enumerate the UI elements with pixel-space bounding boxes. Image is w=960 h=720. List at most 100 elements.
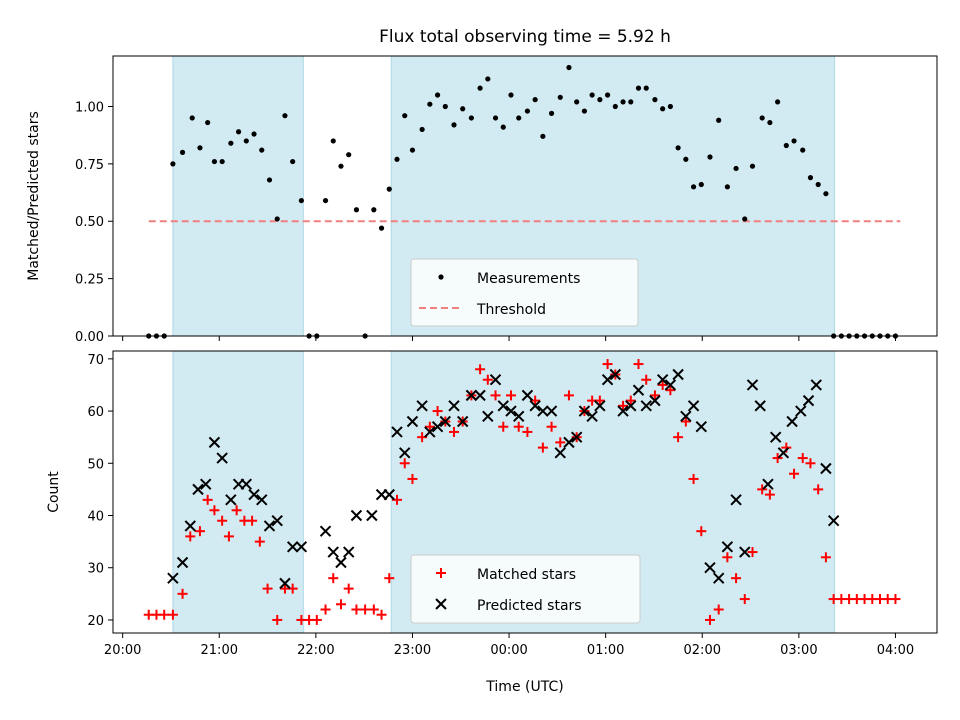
matched-star-point bbox=[448, 426, 459, 437]
predicted-star-point bbox=[482, 410, 494, 422]
measurement-point bbox=[434, 92, 441, 98]
predicted-star-point bbox=[456, 415, 469, 428]
matched-star-point bbox=[498, 421, 509, 432]
measurement-point bbox=[243, 138, 249, 144]
x-marker-b bbox=[769, 431, 782, 443]
measurement-point bbox=[353, 207, 360, 213]
x-marker-b bbox=[474, 389, 486, 402]
predicted-star-point bbox=[248, 488, 260, 501]
matched-star-point bbox=[513, 421, 524, 432]
measurement-point bbox=[716, 117, 722, 123]
x-tick-label: 01:00 bbox=[587, 643, 624, 658]
matched-star-point bbox=[555, 437, 566, 448]
predicted-star-point bbox=[286, 541, 299, 553]
predicted-star-point bbox=[200, 478, 212, 490]
measurement-point bbox=[451, 122, 457, 128]
matched-star-point bbox=[731, 573, 742, 584]
measurement-point bbox=[557, 94, 563, 100]
x-marker-b bbox=[271, 515, 283, 527]
predicted-star-point bbox=[545, 405, 558, 417]
x-marker-b bbox=[578, 405, 591, 417]
top-panel: 0.00 0.25 0.50 0.75 1.00 Matched/Predicted s… bbox=[26, 55, 938, 345]
measurement-point bbox=[179, 149, 186, 155]
x-marker-b bbox=[319, 525, 332, 537]
legend-box bbox=[410, 554, 641, 624]
measurement-point bbox=[266, 177, 273, 183]
x-marker-b bbox=[570, 431, 583, 443]
matched-star-point bbox=[254, 536, 265, 547]
measurement-point bbox=[620, 99, 626, 105]
x-marker-b bbox=[465, 389, 478, 402]
x-marker-b bbox=[383, 488, 395, 501]
predicted-star-point bbox=[216, 452, 228, 464]
measurement-point bbox=[189, 115, 195, 121]
measurement-point bbox=[749, 163, 756, 169]
predicted-star-point bbox=[649, 394, 661, 407]
x-marker-b bbox=[786, 415, 798, 428]
x-marker-b bbox=[563, 436, 575, 449]
legend-predicted-marker bbox=[435, 598, 447, 610]
measurement-point bbox=[211, 158, 218, 165]
predicted-star-point bbox=[192, 483, 204, 496]
matched-star-point bbox=[247, 515, 258, 526]
predicted-star-point bbox=[350, 509, 363, 522]
measurement-point bbox=[815, 181, 821, 188]
predicted-star-point bbox=[263, 520, 276, 532]
x-marker-b bbox=[286, 541, 299, 553]
x-marker-b bbox=[342, 546, 355, 558]
predicted-star-point bbox=[664, 379, 677, 391]
bottom-count-points bbox=[143, 359, 901, 625]
x-marker-b bbox=[176, 556, 189, 569]
x-marker-b bbox=[366, 509, 378, 522]
top-y-axis-label: Matched/Predicted stars bbox=[26, 111, 42, 281]
predicted-star-point bbox=[295, 541, 308, 553]
predicted-star-point bbox=[416, 400, 428, 412]
x-marker-b bbox=[192, 483, 204, 496]
matched-star-point bbox=[665, 385, 676, 396]
measurement-point bbox=[485, 76, 491, 82]
x-marker-b bbox=[489, 374, 502, 386]
x-marker-b bbox=[208, 436, 221, 449]
matched-star-point bbox=[797, 453, 808, 464]
predicted-star-point bbox=[399, 447, 411, 459]
x-marker-b bbox=[625, 400, 637, 412]
measurement-point bbox=[597, 97, 603, 103]
measurement-point bbox=[807, 175, 814, 181]
x-marker-b bbox=[200, 478, 212, 490]
measurement-point bbox=[707, 154, 713, 160]
measurement-point bbox=[170, 161, 176, 167]
x-marker-b bbox=[456, 415, 469, 428]
legend-measurements-label: Measurements bbox=[477, 271, 580, 287]
x-marker-b bbox=[279, 577, 291, 590]
x-marker-b bbox=[537, 405, 549, 417]
measurement-point bbox=[574, 99, 580, 105]
matched-star-point bbox=[262, 583, 273, 594]
predicted-star-point bbox=[827, 515, 840, 527]
x-marker-b bbox=[730, 494, 742, 506]
matched-star-point bbox=[194, 526, 205, 537]
y-tick-label: 30 bbox=[87, 562, 104, 577]
matched-star-point bbox=[625, 395, 636, 406]
measurement-point bbox=[338, 163, 344, 169]
x-marker-b bbox=[664, 379, 677, 391]
measurement-point bbox=[733, 165, 739, 172]
predicted-star-point bbox=[578, 405, 591, 417]
predicted-star-point bbox=[448, 400, 460, 412]
predicted-star-point bbox=[383, 488, 395, 501]
matched-star-point bbox=[696, 526, 707, 537]
predicted-star-point bbox=[521, 389, 534, 402]
matched-star-point bbox=[757, 484, 768, 495]
predicted-star-point bbox=[439, 415, 452, 428]
predicted-star-point bbox=[712, 572, 725, 584]
x-marker-b bbox=[399, 447, 411, 459]
measurement-point bbox=[581, 108, 588, 114]
x-marker-b bbox=[416, 400, 428, 412]
measurement-point bbox=[402, 113, 408, 119]
predicted-star-point bbox=[680, 410, 692, 422]
predicted-star-point bbox=[497, 400, 509, 412]
matched-star-point bbox=[563, 390, 574, 401]
matched-star-point bbox=[764, 489, 775, 500]
measurement-point bbox=[628, 99, 634, 105]
predicted-star-point bbox=[769, 431, 782, 443]
